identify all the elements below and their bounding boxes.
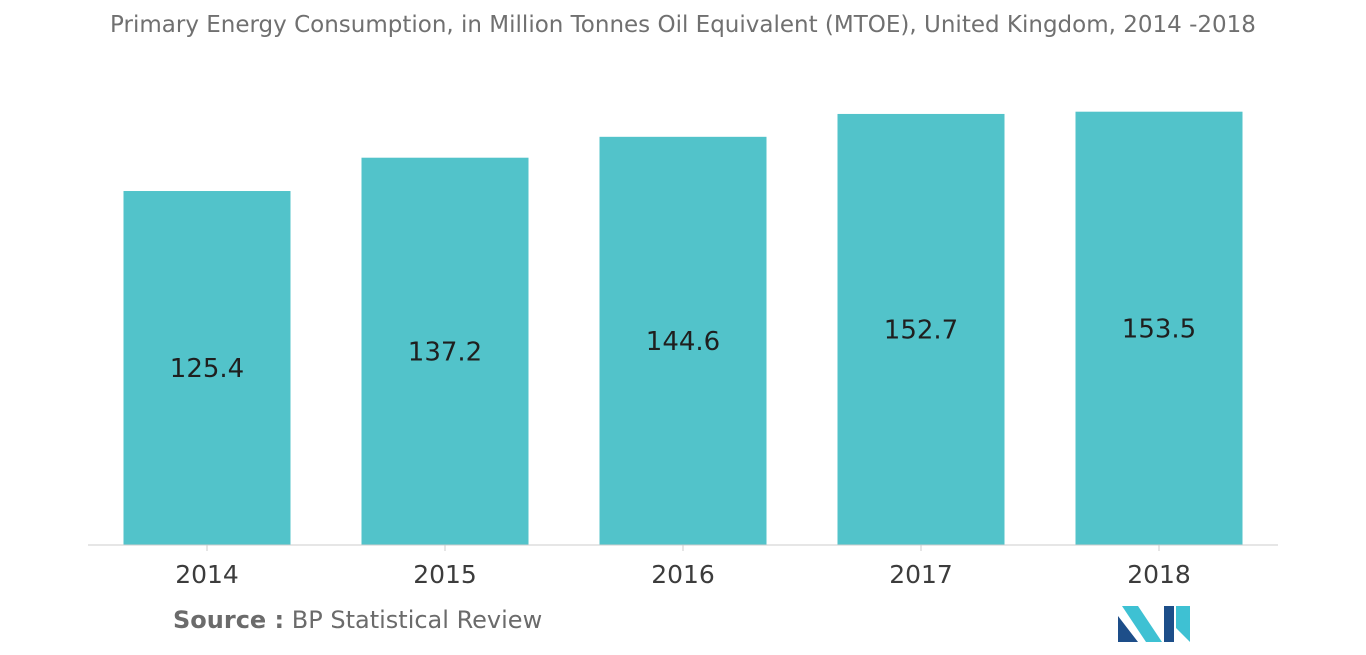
x-tick-labels-group: 2014 2015 2016 2017 2018: [175, 560, 1191, 589]
logo-shape-left: [1118, 616, 1138, 642]
value-label-2018: 153.5: [1122, 314, 1196, 344]
bar-2017: [837, 113, 1005, 546]
source-text: BP Statistical Review: [284, 606, 543, 634]
x-tick-label-2015: 2015: [413, 560, 477, 589]
x-axis-ticks: [206, 545, 1160, 551]
bar-2014: [123, 191, 291, 546]
value-label-2017: 152.7: [884, 315, 958, 345]
x-tick-label-2017: 2017: [889, 560, 953, 589]
bar-2018: [1075, 111, 1243, 546]
logo-shape-right: [1164, 606, 1174, 642]
source-note: Source : BP Statistical Review: [173, 606, 542, 634]
chart-title: Primary Energy Consumption, in Million T…: [110, 12, 1256, 38]
x-tick-label-2016: 2016: [651, 560, 715, 589]
value-label-2014: 125.4: [170, 354, 244, 384]
x-tick-label-2018: 2018: [1127, 560, 1191, 589]
bar-2015: [361, 157, 529, 545]
x-tick-label-2014: 2014: [175, 560, 239, 589]
bar-2016: [599, 136, 767, 545]
logo-shape-mid: [1122, 606, 1162, 642]
bars-group: [123, 111, 1243, 546]
value-labels-group: 125.4 137.2 144.6 152.7 153.5: [170, 314, 1196, 384]
value-label-2016: 144.6: [646, 327, 720, 357]
source-label: Source :: [173, 606, 285, 634]
logo-shape-accent: [1176, 606, 1190, 642]
mordor-logo: [1118, 606, 1190, 642]
value-label-2015: 137.2: [408, 337, 482, 367]
